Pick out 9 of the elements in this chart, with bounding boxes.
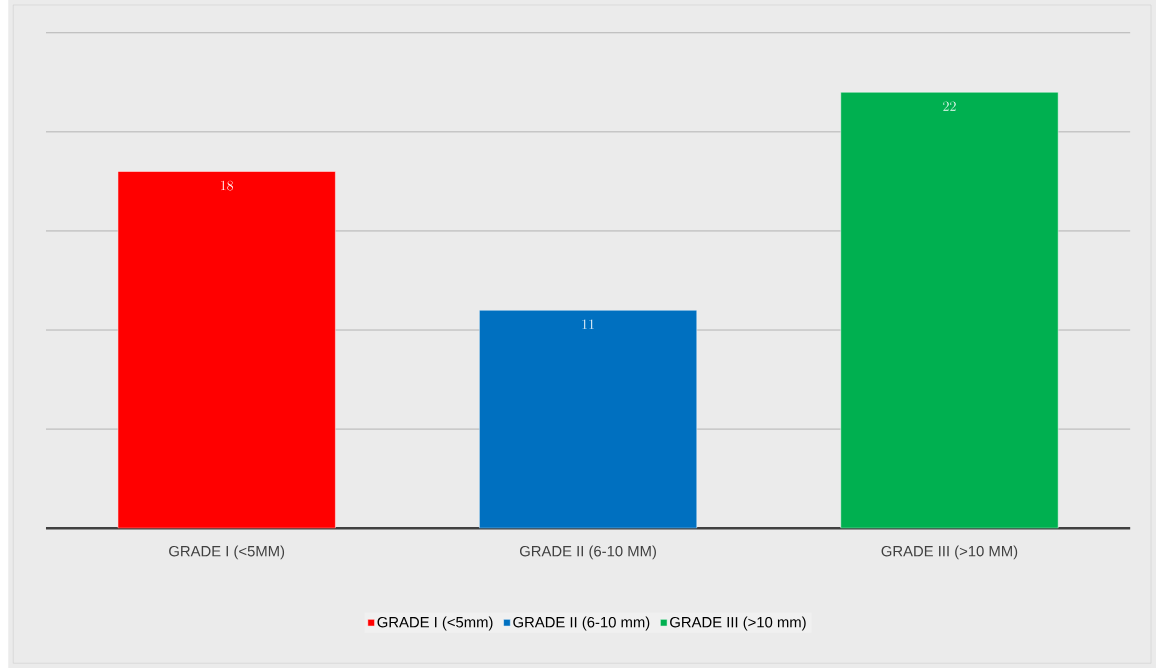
legend-label: GRADE I (<5mm) [377, 616, 493, 631]
data-label: 11 [582, 319, 594, 329]
legend-label: GRADE III (>10 mm) [670, 616, 806, 631]
data-label: 22 [943, 101, 956, 111]
x-tick-label: GRADE III (>10 MM) [881, 545, 1018, 560]
data-label: 18 [221, 180, 234, 191]
x-tick-label: GRADE II (6-10 MM) [519, 545, 656, 560]
x-tick-label: GRADE I (<5MM) [169, 545, 285, 560]
legend-label: GRADE II (6-10 mm) [513, 616, 650, 631]
